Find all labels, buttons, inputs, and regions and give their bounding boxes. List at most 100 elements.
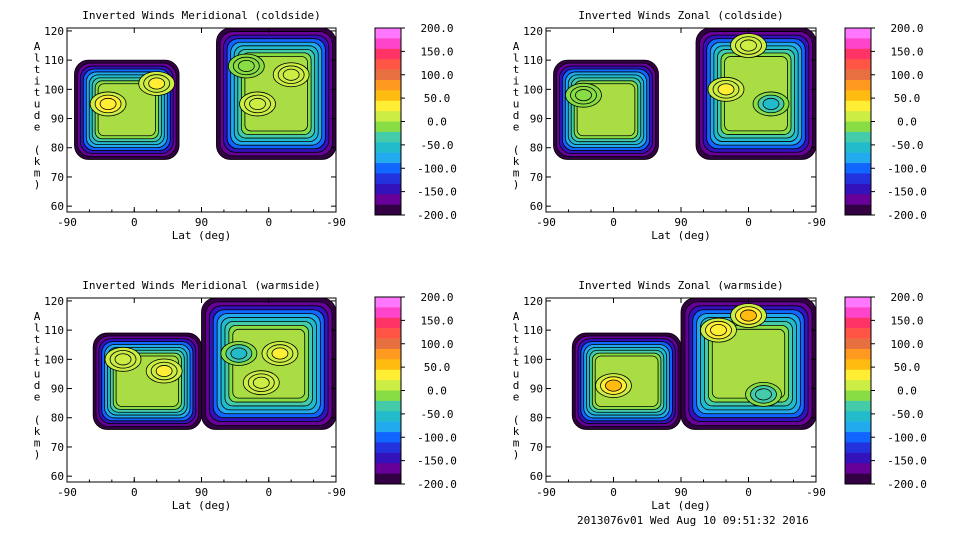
contour-level <box>114 353 132 366</box>
colorbar-tick-label: 100.0 <box>890 69 923 82</box>
y-tick-label: 110 <box>44 324 64 337</box>
colorbar-tick-label: -50.0 <box>890 408 923 421</box>
y-tick-label: 90 <box>51 113 64 126</box>
x-axis-label: Lat (deg) <box>172 229 232 242</box>
colorbar-segment <box>375 121 401 133</box>
colorbar-segment <box>845 317 871 329</box>
colorbar-segment <box>375 173 401 185</box>
colorbar-segment <box>375 111 401 122</box>
colorbar-segment <box>375 59 401 70</box>
colorbar-segment <box>375 28 401 39</box>
y-axis-label-char: i <box>34 75 41 88</box>
colorbar-tick-label: 150.0 <box>890 314 923 327</box>
colorbar-tick-label: 50.0 <box>424 92 451 105</box>
colorbar-segment <box>375 452 401 464</box>
y-tick-label: 90 <box>530 113 543 126</box>
colorbar-segment <box>845 400 871 412</box>
colorbar-segment <box>845 173 871 185</box>
colorbar-segment <box>375 411 401 422</box>
x-tick-label: 90 <box>195 216 208 229</box>
colorbar-segment <box>845 452 871 464</box>
colorbar-segment <box>845 411 871 422</box>
colorbar-segment <box>375 463 401 474</box>
colorbar-segment <box>845 307 871 319</box>
x-tick-label: 0 <box>745 486 752 499</box>
contour-level <box>740 309 757 322</box>
y-axis-label-char: ) <box>513 178 520 191</box>
y-tick-label: 100 <box>44 83 64 96</box>
contour-level <box>230 347 248 360</box>
colorbar-tick-label: 200.0 <box>420 291 453 304</box>
colorbar-segment <box>375 317 401 329</box>
colorbar-segment <box>845 79 871 91</box>
x-tick-label: 0 <box>610 486 617 499</box>
colorbar-tick-label: 50.0 <box>424 361 451 374</box>
colorbar-tick-label: 100.0 <box>420 69 453 82</box>
y-axis-label-char: l <box>34 52 41 65</box>
colorbar-segment <box>375 100 401 112</box>
colorbar-segment <box>845 131 871 143</box>
colorbar-tick-label: -150.0 <box>417 455 457 468</box>
y-axis-label-char: k <box>513 155 520 168</box>
data-region-1 <box>92 332 202 430</box>
data-region-2 <box>695 28 816 160</box>
colorbar-segment <box>375 297 401 308</box>
colorbar-segment <box>375 421 401 433</box>
colorbar-tick-label: 100.0 <box>890 338 923 351</box>
colorbar-segment <box>375 442 401 454</box>
contour-level <box>710 324 727 337</box>
y-axis-label-char: e <box>513 391 520 404</box>
colorbar-segment <box>845 111 871 122</box>
colorbar-segment <box>845 48 871 60</box>
panel-title: Inverted Winds Meridional (coldside) <box>82 9 320 22</box>
y-axis-label-char: ( <box>34 414 41 427</box>
y-tick-label: 60 <box>530 200 543 213</box>
colorbar-tick-label: 50.0 <box>894 92 921 105</box>
y-axis-label-char: t <box>513 356 520 369</box>
colorbar-segment <box>375 131 401 143</box>
colorbar-segment <box>375 380 401 391</box>
colorbar-tick-label: 100.0 <box>420 338 453 351</box>
y-tick-label: 80 <box>530 142 543 155</box>
colorbar: 200.0 150.0 100.0 50.0 0.0 -50.0 -100.0 -150.0 -… <box>374 291 457 491</box>
colorbar-segment <box>375 163 401 174</box>
contour-feature-1 <box>565 82 602 108</box>
colorbar-segment <box>375 348 401 360</box>
colorbar-segment <box>845 473 871 485</box>
colorbar-segment <box>375 328 401 339</box>
contour-feature-5 <box>272 62 310 88</box>
y-axis-label-char: t <box>513 333 520 346</box>
colorbar-segment <box>845 59 871 70</box>
colorbar-tick-label: 150.0 <box>420 45 453 58</box>
y-axis-label-char: ( <box>34 144 41 157</box>
contour-feature-5 <box>104 346 142 372</box>
colorbar-segment <box>375 204 401 216</box>
contour-feature-4 <box>730 33 767 58</box>
y-axis-label-char: d <box>513 379 520 392</box>
y-axis-label-char: t <box>34 356 41 369</box>
y-axis-label-char: i <box>34 345 41 358</box>
colorbar-segment <box>845 297 871 308</box>
x-tick-label: 0 <box>265 216 272 229</box>
colorbar-segment <box>375 79 401 91</box>
colorbar-segment <box>375 152 401 164</box>
colorbar-tick-label: 0.0 <box>897 385 917 398</box>
contour-level <box>717 83 735 96</box>
contour-feature-1 <box>145 358 183 384</box>
colorbar-segment <box>845 432 871 443</box>
colorbar-segment <box>375 38 401 50</box>
data-region-2 <box>216 28 336 160</box>
x-tick-label: 90 <box>674 216 687 229</box>
colorbar-tick-label: -50.0 <box>420 139 453 152</box>
y-axis-label-char: t <box>34 86 41 99</box>
y-tick-label: 70 <box>530 171 543 184</box>
colorbar-tick-label: 50.0 <box>894 361 921 374</box>
y-axis-label-char: ) <box>34 178 41 191</box>
y-tick-label: 120 <box>523 25 543 38</box>
contour-feature-4 <box>745 381 782 407</box>
y-axis-label-char: k <box>34 425 41 438</box>
contour-feature-3 <box>700 317 737 343</box>
y-axis-label-char: u <box>34 98 41 111</box>
